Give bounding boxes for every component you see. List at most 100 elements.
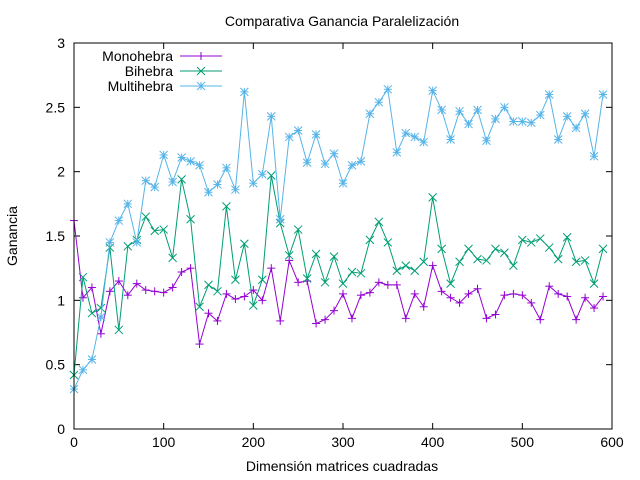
data-point <box>401 314 410 323</box>
data-point <box>87 308 97 318</box>
data-point <box>419 302 428 311</box>
data-point <box>482 136 491 146</box>
data-point <box>374 217 384 227</box>
data-point <box>526 118 536 128</box>
data-point <box>500 291 509 300</box>
data-point <box>482 314 491 323</box>
data-point <box>231 295 240 304</box>
data-point <box>464 119 473 129</box>
y-tick-label: 1 <box>57 292 65 308</box>
data-point <box>123 199 133 209</box>
data-point <box>177 153 186 162</box>
data-point <box>213 180 222 189</box>
data-point <box>410 132 420 142</box>
data-point <box>356 157 366 166</box>
data-point <box>150 182 160 192</box>
data-point <box>535 110 545 120</box>
data-point <box>78 293 87 302</box>
data-point <box>419 137 429 147</box>
data-point <box>562 232 572 242</box>
series-layer <box>69 84 608 394</box>
data-point <box>356 291 365 300</box>
y-tick-label: 2 <box>57 164 65 180</box>
data-point <box>320 159 330 169</box>
data-point <box>473 284 482 293</box>
data-point <box>159 150 169 160</box>
data-point <box>365 288 374 297</box>
data-point <box>186 264 195 273</box>
data-point <box>78 365 88 375</box>
data-point <box>580 256 590 265</box>
data-point <box>132 238 142 247</box>
data-point <box>320 277 330 287</box>
data-point <box>446 135 455 144</box>
data-point <box>347 267 357 277</box>
data-point <box>392 148 402 157</box>
data-point <box>572 315 581 324</box>
data-point <box>285 256 294 265</box>
data-point <box>455 298 464 307</box>
data-point <box>257 275 267 285</box>
x-tick-label: 100 <box>152 434 176 450</box>
data-point <box>455 106 464 116</box>
y-tick-label: 1.5 <box>46 228 66 244</box>
data-point <box>177 268 186 277</box>
data-point <box>509 289 518 298</box>
data-point <box>195 160 204 170</box>
data-point <box>321 315 330 324</box>
data-point <box>240 87 249 97</box>
data-point <box>410 289 419 298</box>
data-point <box>284 250 294 260</box>
data-point <box>544 243 554 252</box>
data-point <box>96 329 105 338</box>
data-point <box>311 249 321 259</box>
x-axis-label: Dimensión matrices cuadradas <box>246 458 438 474</box>
axis-ticks: 0 100 200 300 400 500 600 0 0.5 1 1.5 2 2.5 3 <box>46 35 624 450</box>
legend-marker <box>196 81 206 91</box>
series-line <box>73 175 604 376</box>
data-point <box>105 287 114 296</box>
data-point <box>464 289 473 298</box>
data-point <box>141 212 151 222</box>
series-bihebra <box>69 171 608 380</box>
data-point <box>168 253 177 263</box>
data-point <box>248 178 258 188</box>
data-point <box>87 355 97 364</box>
data-point <box>383 84 393 94</box>
data-point <box>544 90 554 99</box>
data-point <box>204 187 213 197</box>
data-point <box>571 257 581 267</box>
legend-marker <box>196 66 206 76</box>
data-point <box>482 256 491 265</box>
y-tick-label: 3 <box>57 35 65 51</box>
data-point <box>123 241 133 251</box>
data-point <box>383 280 392 289</box>
data-point <box>204 280 213 290</box>
data-point <box>545 282 554 291</box>
data-point <box>258 296 267 305</box>
data-point <box>563 292 572 301</box>
data-point <box>410 266 420 276</box>
data-point <box>553 254 563 264</box>
data-point <box>294 278 303 287</box>
data-point <box>213 286 222 296</box>
data-point <box>231 185 240 195</box>
data-point <box>598 90 608 99</box>
data-point <box>553 135 563 144</box>
data-point <box>312 319 321 328</box>
data-point <box>168 177 177 187</box>
data-point <box>195 340 204 349</box>
data-point <box>392 280 401 289</box>
data-point <box>437 244 446 254</box>
legend-label: Multihebra <box>108 78 174 94</box>
data-point <box>267 264 276 273</box>
data-point <box>473 254 482 264</box>
data-point <box>446 279 455 288</box>
data-point <box>168 283 177 292</box>
data-point <box>374 278 383 287</box>
data-point <box>356 268 366 278</box>
data-point <box>213 316 222 325</box>
data-point <box>87 283 96 292</box>
data-point <box>96 303 106 313</box>
data-point <box>509 261 518 270</box>
